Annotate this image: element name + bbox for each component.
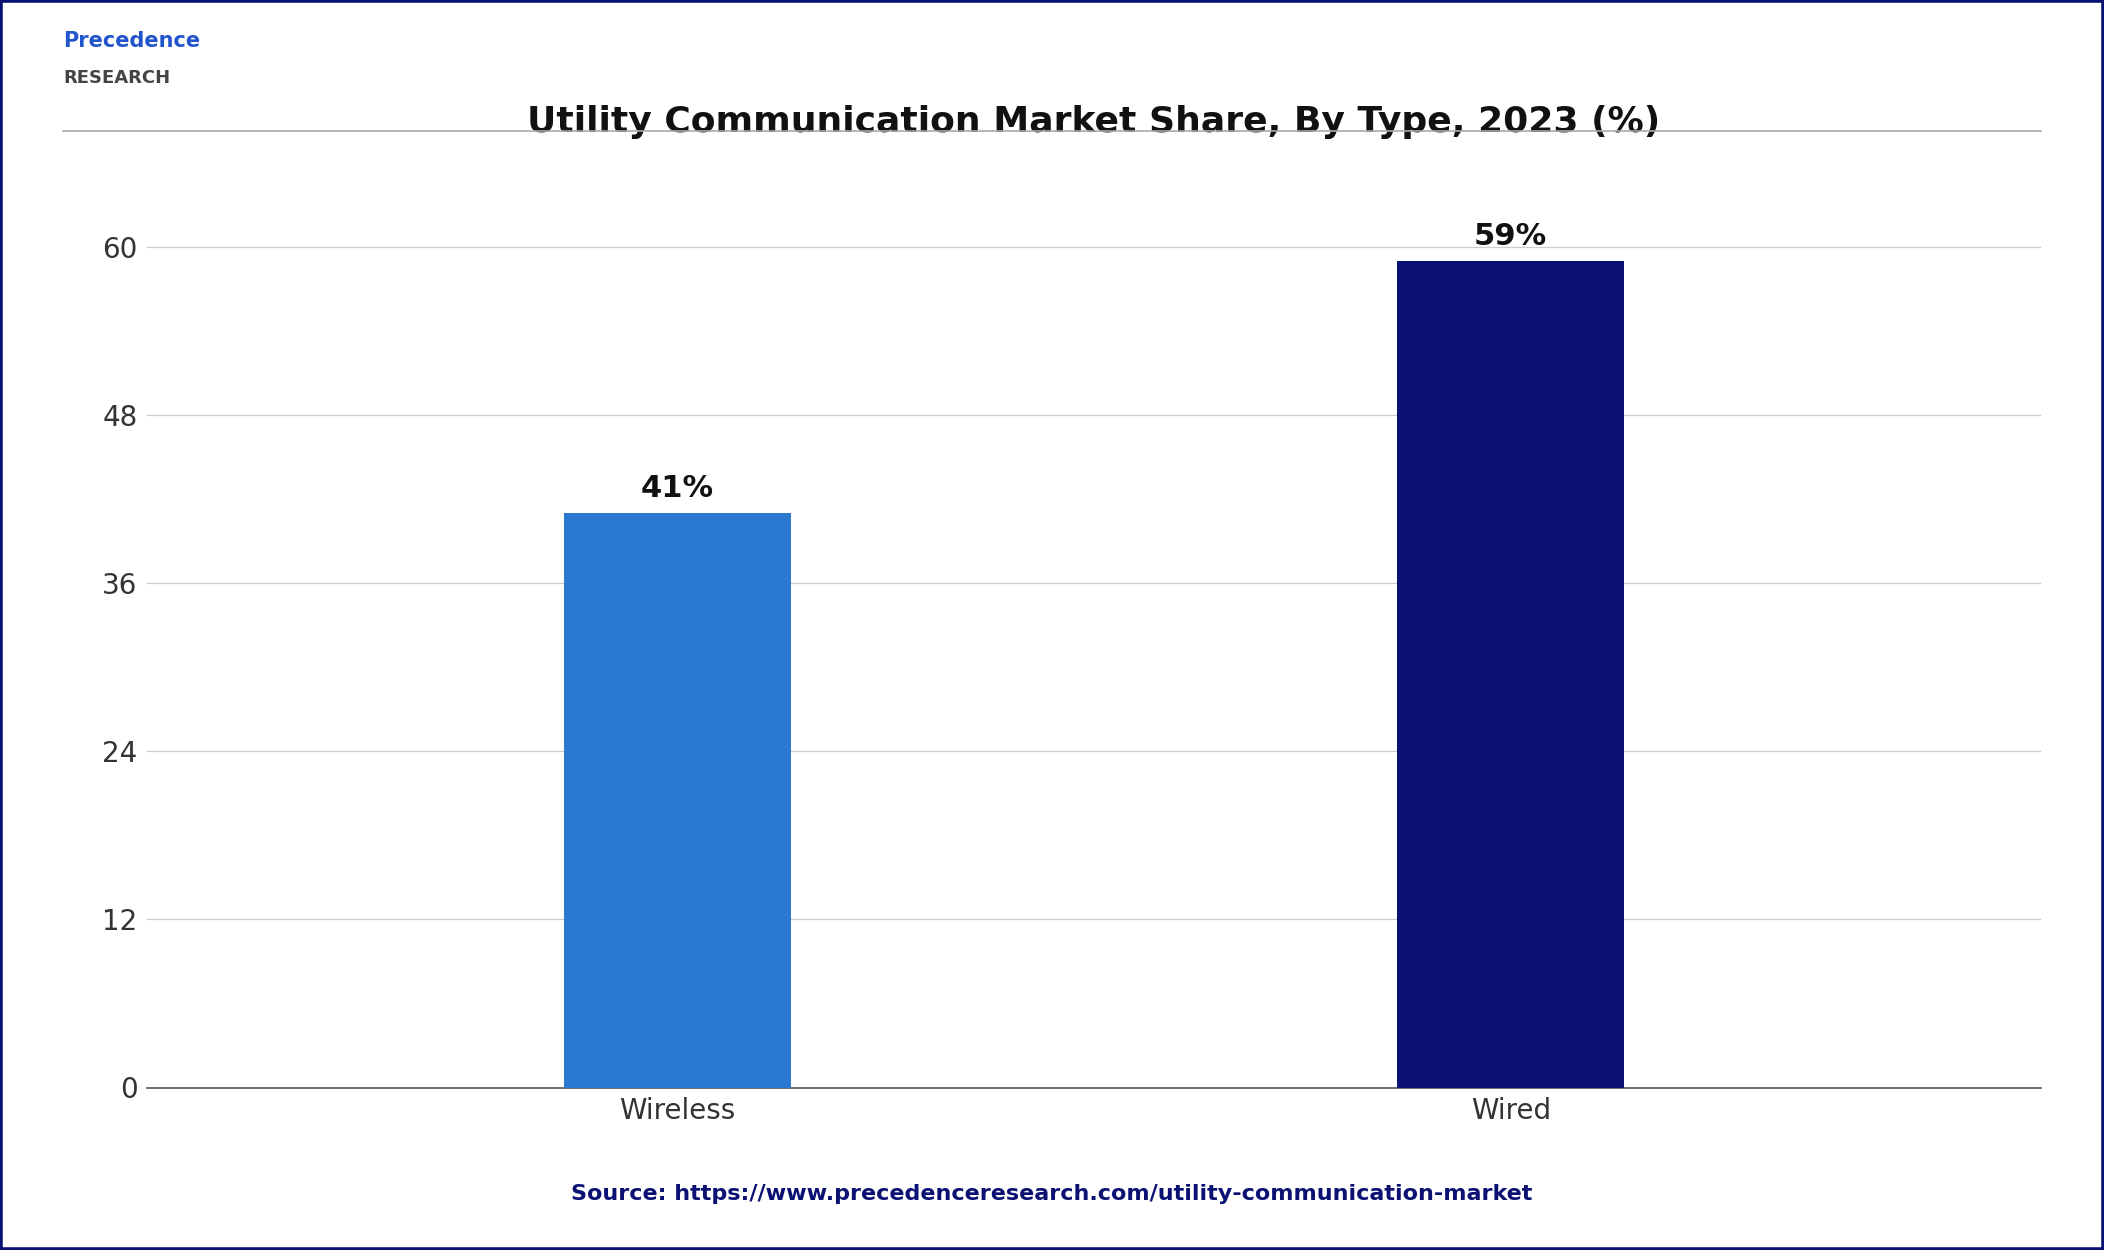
Bar [564,512,791,1088]
Bar [1397,260,1624,1088]
Text: 41%: 41% [642,474,713,502]
Text: RESEARCH: RESEARCH [63,69,170,86]
Text: Source: https://www.precedenceresearch.com/utility-communication-market: Source: https://www.precedenceresearch.c… [572,1184,1532,1204]
Title: Utility Communication Market Share, By Type, 2023 (%): Utility Communication Market Share, By T… [528,105,1660,139]
Text: 59%: 59% [1475,221,1546,251]
Text: Precedence: Precedence [63,31,200,51]
